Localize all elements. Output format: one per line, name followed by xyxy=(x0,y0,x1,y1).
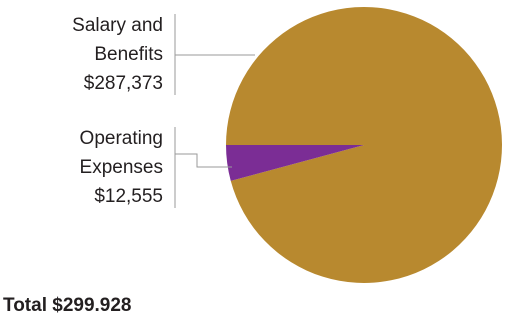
total-label: Total $299.928 xyxy=(3,295,132,316)
salary-value-label: $287,373 xyxy=(84,73,163,94)
operating-label-line-2: Expenses xyxy=(80,157,163,178)
leader-line-operating xyxy=(175,153,232,168)
salary-label-line-2: Benefits xyxy=(94,44,163,65)
pie-slice-salary-and-benefits xyxy=(225,6,503,283)
operating-label-line-1: Operating xyxy=(80,128,163,149)
pie-slice-operating-expenses xyxy=(226,145,364,181)
operating-value-label: $12,555 xyxy=(94,186,163,207)
salary-label-line-1: Salary and xyxy=(72,15,163,36)
